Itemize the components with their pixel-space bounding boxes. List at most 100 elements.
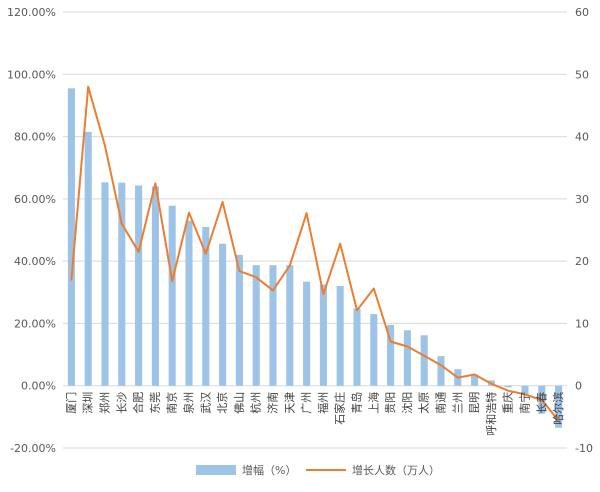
legend-label-line: 增长人数（万人） [352,463,440,477]
bar [336,286,344,386]
line-point [541,399,543,401]
line-point [423,355,426,357]
line-point [440,364,442,366]
category-label: 石家庄 [333,392,347,425]
bar [387,324,395,386]
category-label: 重庆 [501,392,515,414]
bar [319,284,327,386]
bar [370,314,378,386]
bar [303,281,311,386]
category-label: 昆明 [468,392,481,414]
legend-label-bar: 增幅（%） [242,463,296,477]
category-label: 贵阳 [384,392,397,414]
bar [84,131,92,386]
category-label: 佛山 [233,392,246,414]
bar [269,265,277,386]
category-label: 合肥 [131,392,145,414]
line-point [507,389,510,392]
category-label: 南通 [435,392,448,414]
bar [437,356,445,386]
line-point [305,212,308,214]
line-point [154,182,157,185]
left-tick-label: 80.00% [14,131,56,144]
right-tick-label: 10 [575,317,589,330]
bar [504,385,512,388]
line-point [356,309,358,312]
category-label: 南京 [165,392,179,414]
bar [420,335,428,386]
category-label: 武汉 [199,392,212,414]
bar [219,243,227,386]
gridlines [63,11,567,449]
left-tick-label: 0.00% [21,380,56,393]
bar [135,185,143,386]
line-point [322,293,325,295]
line-point [188,211,190,214]
line-point [70,279,73,281]
category-label: 长沙 [115,392,128,414]
category-label: 杭州 [249,392,263,414]
line-point [104,145,106,147]
bar [168,205,176,386]
line-point [373,287,375,290]
category-label: 太原 [418,392,431,414]
right-tick-label: 20 [575,255,589,268]
category-label: 长春 [535,392,548,414]
legend: 增幅（%） 增长人数（万人） [196,463,440,477]
bar [101,182,109,386]
left-tick-label: 100.00% [7,68,56,81]
line-point [238,270,241,272]
bar [67,88,75,386]
category-label: 青岛 [350,392,364,414]
line-point [205,252,207,255]
right-tick-label: -10 [575,442,593,455]
category-label: 郑州 [98,392,112,414]
line-point [121,222,123,225]
category-label: 广州 [300,392,313,414]
line-point [473,373,476,376]
line-point [272,289,274,292]
bar [353,308,361,386]
category-label: 哈尔滨 [551,392,565,425]
left-tick-label: 120.00% [7,6,56,19]
category-label: 兰州 [451,392,464,414]
bar [185,220,193,386]
line-point [406,345,409,348]
bar [521,385,529,396]
category-label: 沈阳 [400,392,414,414]
bar [403,330,411,386]
left-tick-label: 60.00% [14,193,56,206]
bar [151,186,159,386]
line-point [557,419,560,422]
line-series [70,85,560,422]
line-point [87,85,89,88]
line-point [524,393,526,396]
line-point [289,264,291,267]
line-point [339,242,342,245]
right-tick-label: 40 [575,131,589,144]
legend-swatch-bar [196,465,236,475]
left-tick-label: 20.00% [14,317,56,330]
bar [555,385,563,428]
category-label: 天津 [283,392,296,414]
category-label: 深圳 [82,392,95,414]
line-point [457,376,459,379]
right-tick-label: 60 [575,6,589,19]
line-point [490,383,493,385]
bar [252,265,260,386]
line-point [171,280,173,282]
right-tick-label: 30 [575,193,589,206]
bar [118,182,126,386]
category-label: 呼和浩特 [484,392,498,436]
category-label: 厦门 [64,392,78,414]
right-tick-label: 0 [575,380,582,393]
category-label: 东莞 [149,392,162,414]
line-point [137,251,140,253]
growth-line [70,85,560,422]
bar [286,265,294,386]
axes: -20.00% 0.00% 20.00% 40.00% 60.00% 80.00% 100.… [7,6,593,455]
bar [235,254,243,386]
category-label: 上海 [366,392,380,414]
